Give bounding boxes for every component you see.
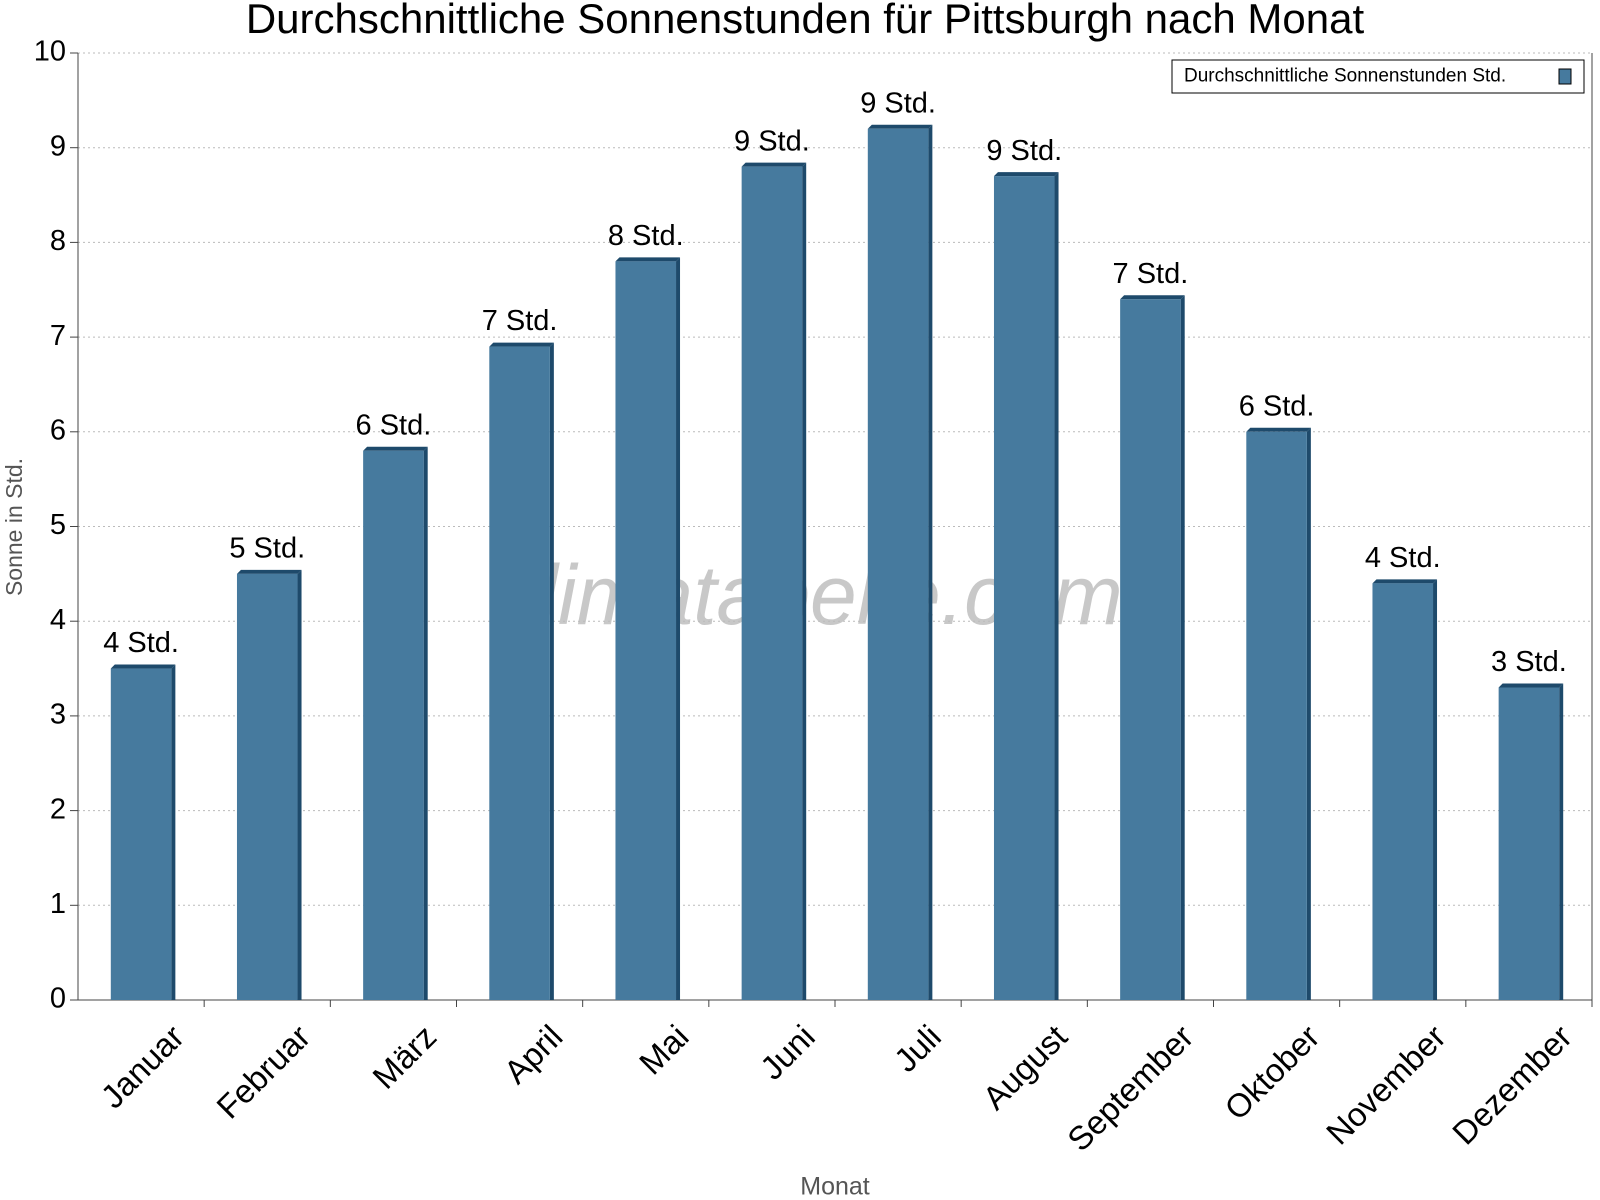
x-tick-label: April xyxy=(497,1018,570,1091)
bar-top xyxy=(489,342,554,347)
bar xyxy=(1120,299,1181,1001)
legend-label: Durchschnittliche Sonnenstunden Std. xyxy=(1184,66,1506,87)
bar xyxy=(110,668,172,1000)
bar xyxy=(993,176,1055,1001)
x-axis-label: Monat xyxy=(800,1173,870,1200)
bar-side xyxy=(1180,295,1185,1001)
bar-side xyxy=(1054,172,1059,1001)
y-axis-label: Sonne in Std. xyxy=(1,458,27,596)
bar-top xyxy=(1372,579,1438,584)
legend-swatch xyxy=(1558,68,1572,85)
legend-box xyxy=(1171,59,1585,94)
chart-title: Durchschnittliche Sonnenstunden für Pitt… xyxy=(246,0,1365,42)
value-label: 5 Std. xyxy=(229,533,305,565)
bar xyxy=(741,166,803,1000)
bar-side xyxy=(423,446,428,1000)
bar-side xyxy=(297,569,302,1000)
value-label: 9 Std. xyxy=(860,87,936,119)
bar-top xyxy=(110,664,176,669)
x-tick-label: Juni xyxy=(753,1018,822,1087)
y-tick-label: 0 xyxy=(50,983,66,1015)
value-label: 7 Std. xyxy=(482,305,558,337)
bar-side xyxy=(171,664,176,1000)
y-tick-label: 5 xyxy=(50,509,66,541)
bar-top xyxy=(615,257,681,262)
bar-side xyxy=(802,162,807,1000)
bar xyxy=(236,573,298,1000)
y-tick-label: 9 xyxy=(50,130,66,162)
x-tick-label: September xyxy=(1060,1018,1200,1158)
bar xyxy=(489,346,550,1000)
value-label: 9 Std. xyxy=(734,125,810,157)
x-tick-label: November xyxy=(1319,1018,1453,1152)
bar-top xyxy=(741,162,807,167)
value-label: 7 Std. xyxy=(1113,258,1189,290)
bar-top xyxy=(867,124,933,129)
bar-top xyxy=(236,569,302,574)
bar-side xyxy=(1306,427,1311,1000)
value-label: 6 Std. xyxy=(1239,390,1315,422)
value-label: 9 Std. xyxy=(986,135,1062,167)
bar-top xyxy=(1246,427,1311,432)
value-label: 8 Std. xyxy=(608,220,684,252)
bar xyxy=(1246,431,1307,1000)
y-tick-label: 6 xyxy=(50,414,66,446)
x-tick-label: Juli xyxy=(887,1018,948,1079)
bar xyxy=(1498,687,1560,1000)
y-tick-label: 10 xyxy=(34,36,66,68)
y-tick-label: 1 xyxy=(50,888,66,920)
y-tick-label: 4 xyxy=(50,604,66,636)
bar xyxy=(615,261,677,1001)
bar xyxy=(1372,583,1434,1000)
x-tick-label: Mai xyxy=(632,1018,696,1082)
value-label: 4 Std. xyxy=(103,627,179,659)
bar-top xyxy=(363,446,428,451)
x-tick-label: Januar xyxy=(93,1018,191,1116)
bar-side xyxy=(549,342,554,1000)
value-label: 4 Std. xyxy=(1365,542,1441,574)
bar-top xyxy=(993,172,1059,177)
x-tick-label: Dezember xyxy=(1445,1018,1579,1152)
y-tick-label: 7 xyxy=(50,320,66,352)
x-tick-label: August xyxy=(975,1018,1074,1117)
x-tick-label: Oktober xyxy=(1217,1018,1326,1127)
y-tick-label: 8 xyxy=(50,225,66,257)
bar-side xyxy=(1433,579,1438,1000)
y-tick-label: 2 xyxy=(50,793,66,825)
bar-side xyxy=(1559,683,1564,1000)
bar-side xyxy=(928,124,933,1000)
value-label: 6 Std. xyxy=(356,409,432,441)
bar-top xyxy=(1498,683,1564,688)
x-tick-label: Februar xyxy=(209,1018,317,1126)
x-tick-label: März xyxy=(365,1018,443,1096)
bar xyxy=(363,450,424,1000)
bar xyxy=(867,128,929,1000)
bar-side xyxy=(676,257,681,1001)
bar-top xyxy=(1120,295,1185,300)
y-tick-label: 3 xyxy=(50,699,66,731)
value-label: 3 Std. xyxy=(1491,646,1567,678)
